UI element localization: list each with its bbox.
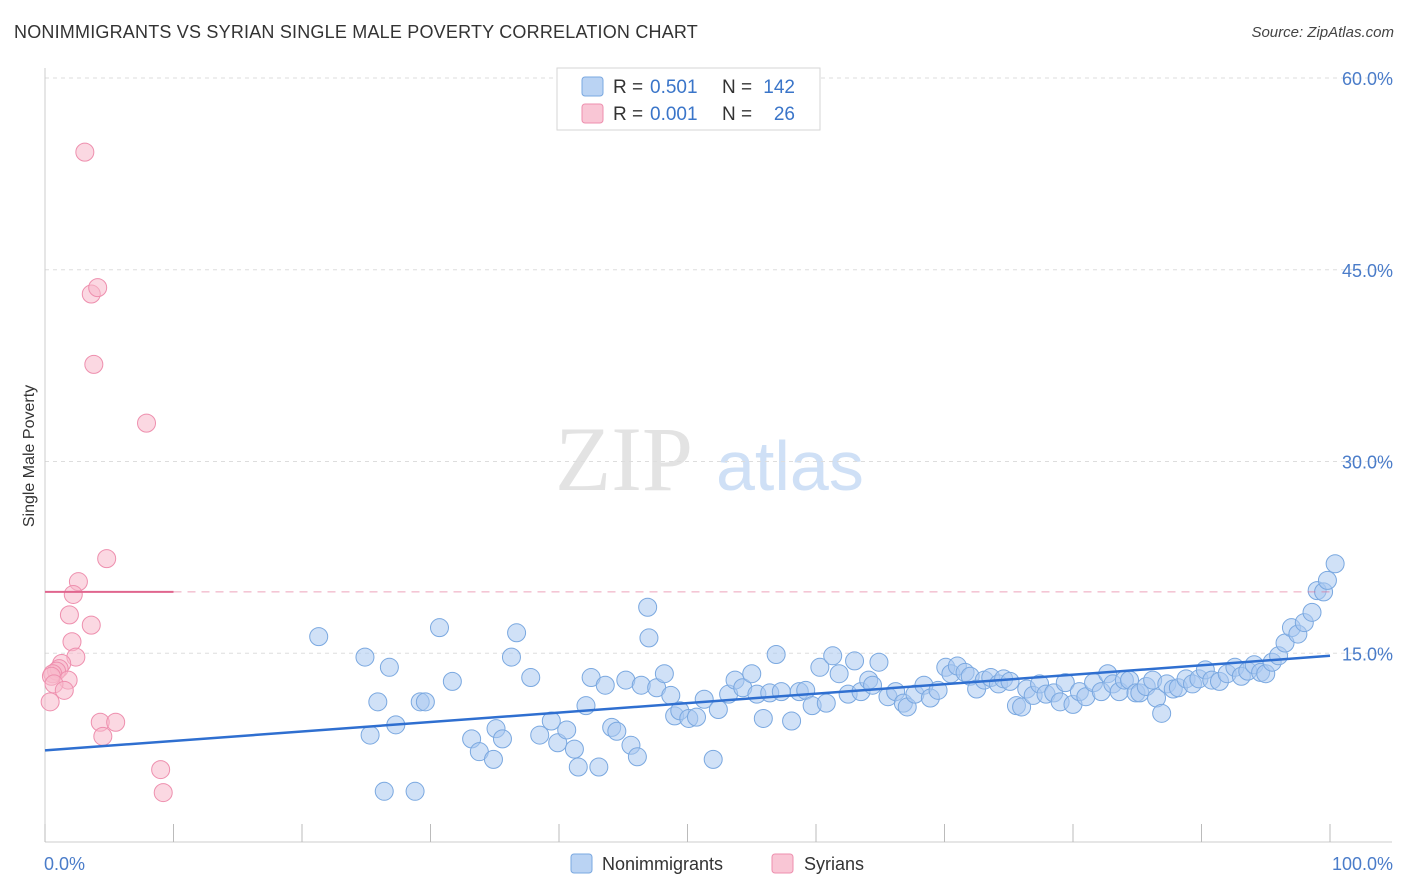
bottom-legend: Nonimmigrants Syrians <box>570 853 864 874</box>
legend-n-value-blue: 142 <box>763 77 795 98</box>
y-tick-label-45: 45.0% <box>1342 261 1393 281</box>
nonimmigrants-point-51 <box>742 664 762 684</box>
bottom-legend-swatch-blue <box>570 853 593 874</box>
syrians-point-8 <box>59 605 79 625</box>
nonimmigrants-point-23 <box>557 720 577 740</box>
nonimmigrants-point-9 <box>415 692 435 712</box>
grid-layer <box>45 77 1392 654</box>
syrians-point-4 <box>137 413 157 433</box>
nonimmigrants-point-57 <box>782 711 802 731</box>
syrians-point-2 <box>88 278 108 298</box>
syrians-point-19 <box>54 680 74 700</box>
nonimmigrants-point-37 <box>639 628 659 648</box>
series-syrians <box>40 142 173 803</box>
points-layer <box>40 142 1345 803</box>
nonimmigrants-point-91 <box>1012 697 1032 717</box>
nonimmigrants-point-64 <box>829 664 849 684</box>
nonimmigrants-point-44 <box>686 707 706 727</box>
syrians-point-20 <box>40 692 60 712</box>
nonimmigrants-point-34 <box>627 747 647 767</box>
nonimmigrants-point-3 <box>368 692 388 712</box>
nonimmigrants-point-4 <box>374 781 394 801</box>
nonimmigrants-point-1 <box>355 647 375 667</box>
nonimmigrants-point-18 <box>507 623 527 643</box>
nonimmigrants-point-137 <box>1302 602 1322 622</box>
syrians-point-23 <box>93 726 113 746</box>
legend: R = 0.501 N = 142 R = 0.001 N = 26 <box>556 67 821 131</box>
nonimmigrants-point-19 <box>521 668 541 688</box>
syrians-point-24 <box>151 760 171 780</box>
legend-swatch-pink <box>581 103 604 124</box>
nonimmigrants-point-25 <box>568 757 588 777</box>
chart-source: Source: ZipAtlas.com <box>1251 24 1394 41</box>
watermark-atlas: atlas <box>716 427 864 505</box>
nonimmigrants-point-66 <box>845 651 865 671</box>
axis-layer: 15.0% 30.0% 45.0% 60.0% 0.0% 100.0% <box>44 68 1393 874</box>
trend-layer <box>44 590 1331 752</box>
nonimmigrants-point-2 <box>360 725 380 745</box>
nonimmigrants-point-45 <box>694 689 714 709</box>
nonimmigrants-point-31 <box>607 721 627 741</box>
nonimmigrants-point-20 <box>530 725 550 745</box>
chart-title: NONIMMIGRANTS VS SYRIAN SINGLE MALE POVE… <box>14 22 698 42</box>
x-tick-label-max: 100.0% <box>1332 854 1393 874</box>
syrians-point-22 <box>106 712 126 732</box>
syrians-point-3 <box>84 354 104 374</box>
nonimmigrants-point-140 <box>1317 570 1337 590</box>
nonimmigrants-point-36 <box>638 597 658 617</box>
nonimmigrants-point-10 <box>429 618 449 638</box>
nonimmigrants-point-5 <box>379 657 399 677</box>
nonimmigrants-point-62 <box>816 693 836 713</box>
y-tick-label-15: 15.0% <box>1342 644 1393 664</box>
nonimmigrants-point-7 <box>405 781 425 801</box>
nonimmigrants-point-61 <box>810 657 830 677</box>
nonimmigrants-point-46 <box>703 749 723 769</box>
nonimmigrants-point-24 <box>564 739 584 759</box>
nonimmigrants-point-16 <box>492 729 512 749</box>
trend-line-nonimmigrants <box>44 654 1331 752</box>
nonimmigrants-point-89 <box>1000 671 1020 691</box>
y-tick-label-60: 60.0% <box>1342 69 1393 89</box>
nonimmigrants-point-69 <box>863 675 883 695</box>
series-nonimmigrants <box>309 554 1345 801</box>
y-tick-label-30: 30.0% <box>1342 453 1393 473</box>
nonimmigrants-point-0 <box>309 627 329 647</box>
nonimmigrants-point-39 <box>654 664 674 684</box>
syrians-point-5 <box>97 549 117 569</box>
nonimmigrants-point-14 <box>483 749 503 769</box>
nonimmigrants-point-98 <box>1055 673 1075 693</box>
bottom-legend-swatch-pink <box>771 853 794 874</box>
legend-r-value-blue: 0.501 <box>650 77 698 98</box>
syrians-point-7 <box>63 584 83 604</box>
nonimmigrants-point-28 <box>589 757 609 777</box>
legend-n-label-blue: N = <box>722 77 752 98</box>
nonimmigrants-point-11 <box>442 671 462 691</box>
nonimmigrants-point-53 <box>753 708 773 728</box>
nonimmigrants-point-114 <box>1152 703 1172 723</box>
nonimmigrants-point-47 <box>708 699 728 719</box>
nonimmigrants-point-141 <box>1325 554 1345 574</box>
syrians-point-0 <box>75 142 95 162</box>
legend-swatch-blue <box>581 76 604 97</box>
bottom-legend-nonimmigrants: Nonimmigrants <box>602 854 723 874</box>
bottom-legend-syrians: Syrians <box>804 854 864 874</box>
legend-r-label-blue: R = <box>613 77 643 98</box>
y-axis-label: Single Male Poverty <box>21 385 38 527</box>
watermark-zip: ZIP <box>555 408 693 510</box>
syrians-point-9 <box>81 615 101 635</box>
syrians-point-25 <box>153 783 173 803</box>
nonimmigrants-point-63 <box>823 646 843 666</box>
nonimmigrants-point-70 <box>869 652 889 672</box>
legend-r-label-pink: R = <box>613 104 643 125</box>
x-tick-label-min: 0.0% <box>44 854 85 874</box>
legend-n-label-pink: N = <box>722 104 752 125</box>
nonimmigrants-point-29 <box>595 675 615 695</box>
nonimmigrants-point-55 <box>766 645 786 665</box>
legend-n-value-pink: 26 <box>774 104 795 125</box>
nonimmigrants-point-17 <box>501 647 521 667</box>
legend-r-value-pink: 0.001 <box>650 104 698 125</box>
